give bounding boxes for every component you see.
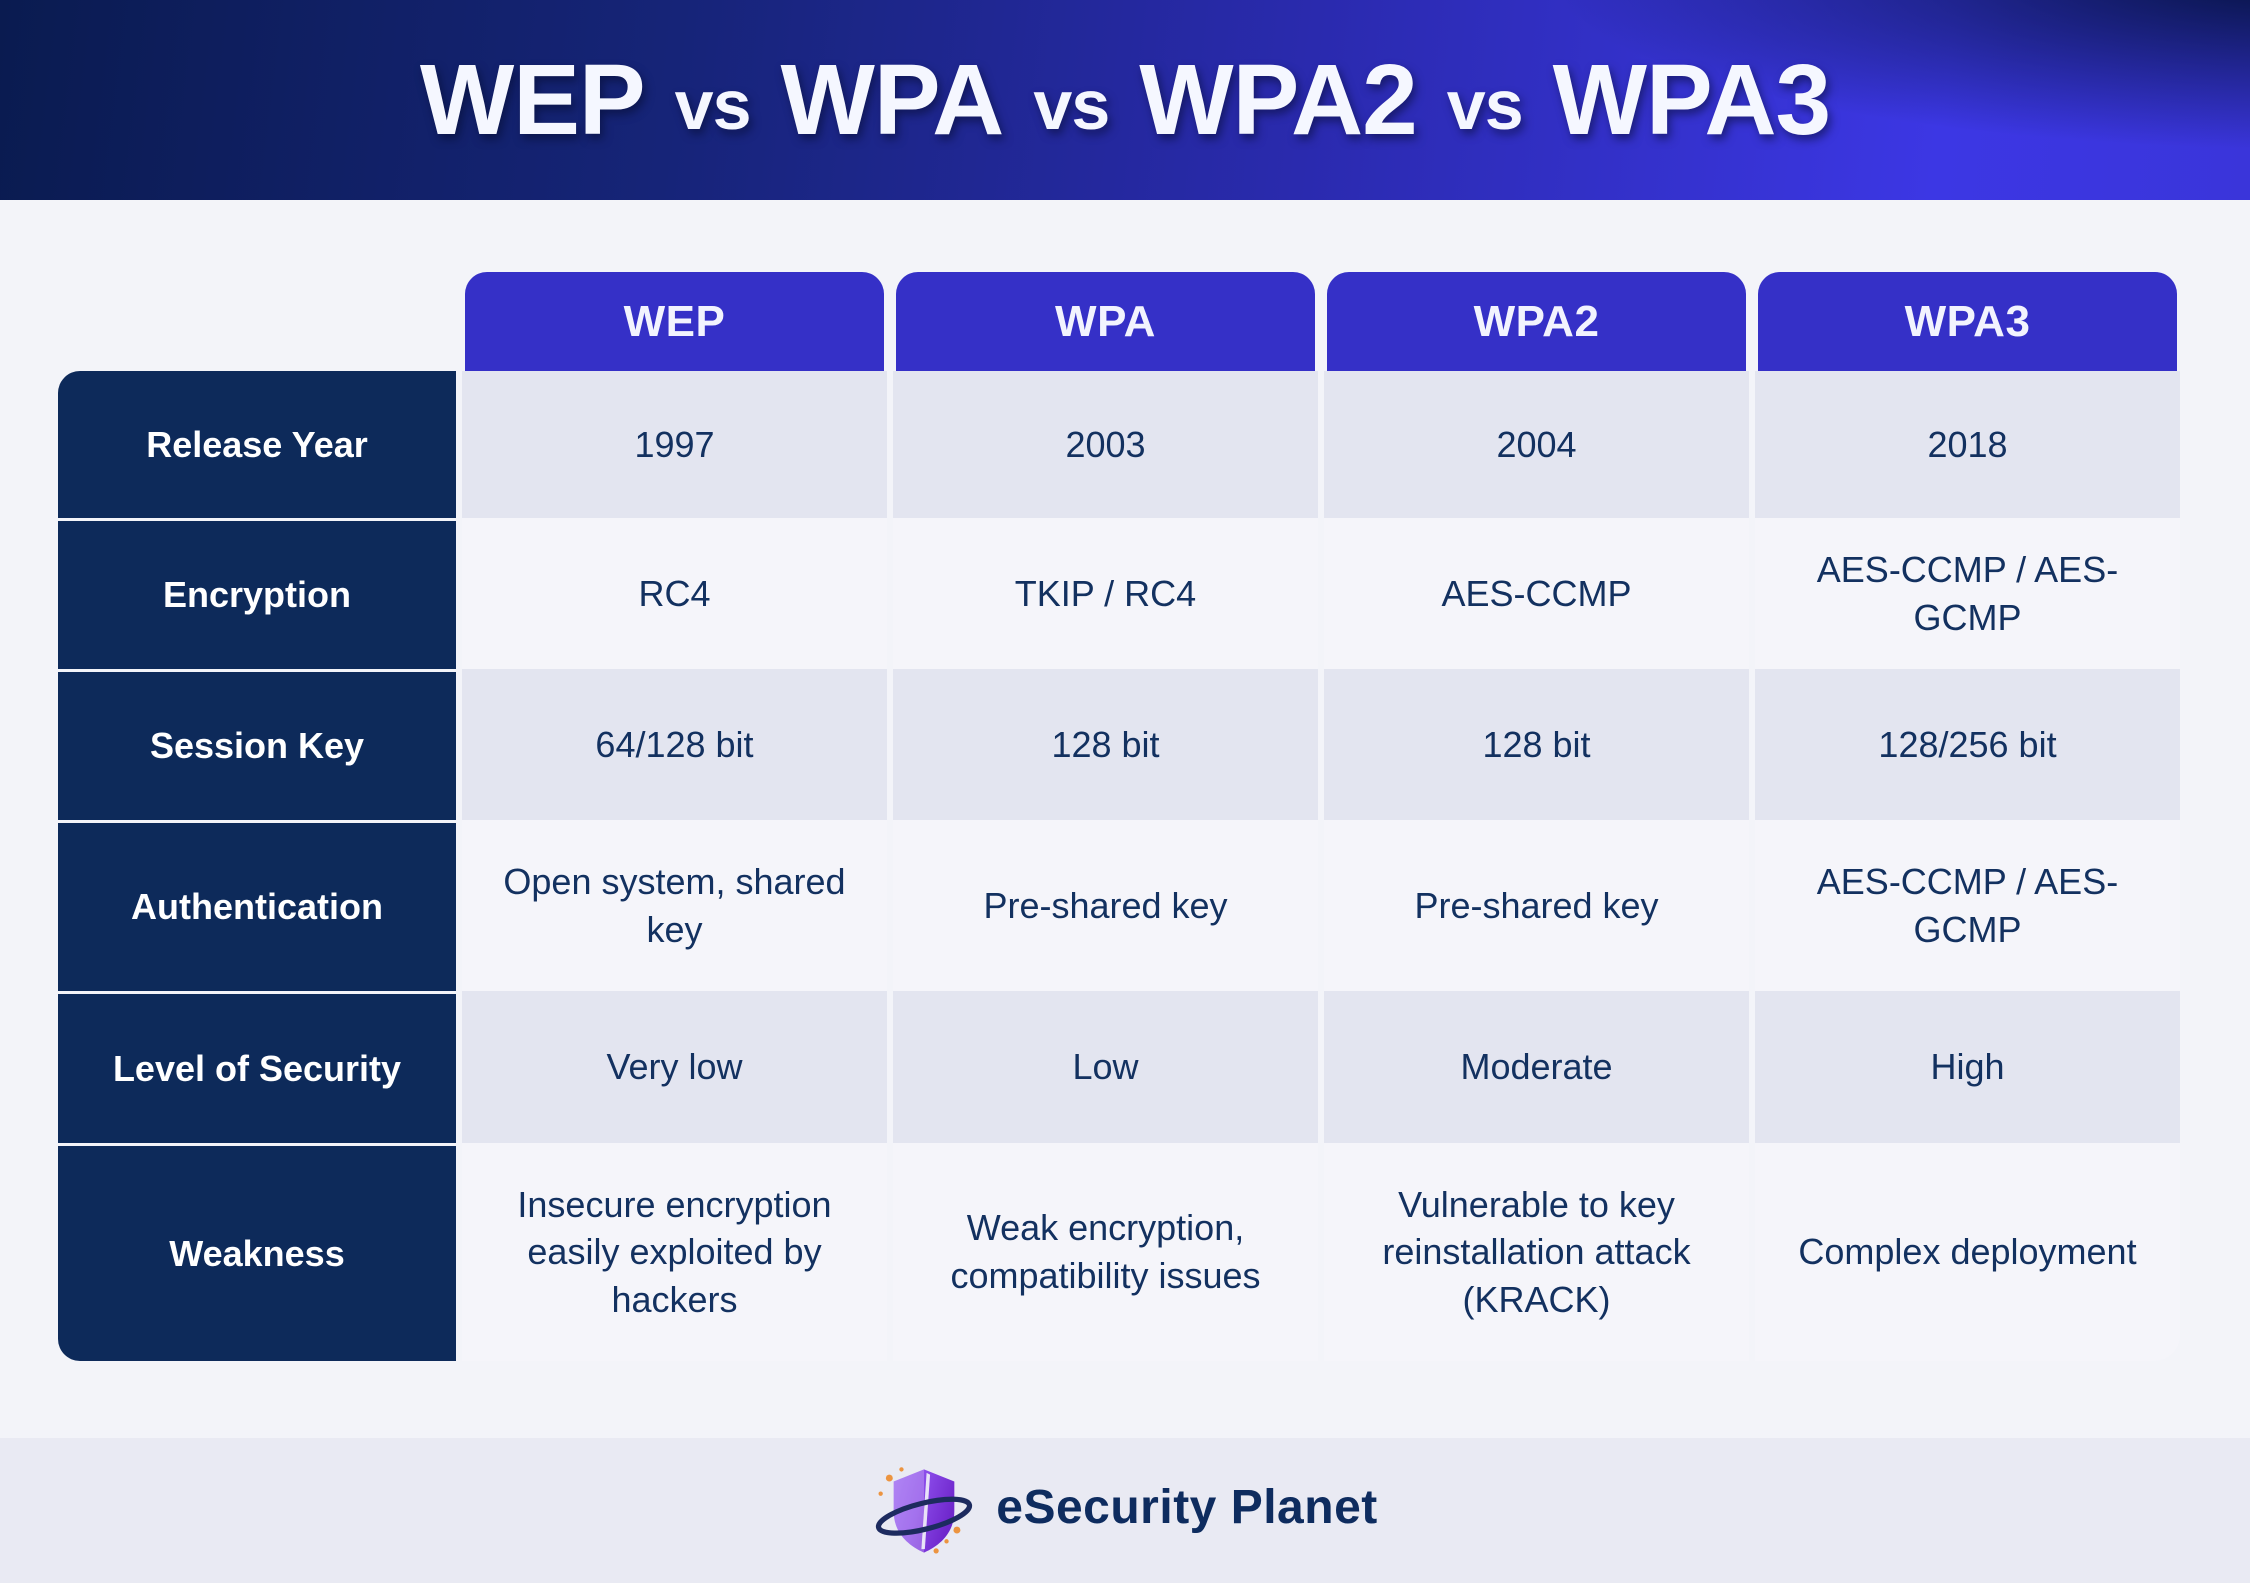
table-cell: Moderate — [1324, 991, 1749, 1143]
sparkle-dot — [886, 1474, 894, 1482]
table-area: WEP WPA WPA2 WPA3 Release Year 1997 2003 2004 20… — [58, 272, 2180, 1361]
table-cell: AES-CCMP / AES-GCMP — [1755, 820, 2180, 991]
table-cell: 1997 — [462, 371, 887, 518]
table-cell: Complex deployment — [1755, 1143, 2180, 1361]
table-cell: TKIP / RC4 — [893, 518, 1318, 669]
table-cell: AES-CCMP / AES-GCMP — [1755, 518, 2180, 669]
table-cell: Open system, shared key — [462, 820, 887, 991]
table-cell: 128 bit — [893, 669, 1318, 820]
sparkle-dot — [953, 1526, 961, 1534]
table-cell: Weak encryption, compatibility issues — [893, 1143, 1318, 1361]
brand-name: eSecurity Planet — [996, 1481, 1378, 1534]
row-label: Level of Security — [58, 991, 456, 1143]
title-segment: WEP — [419, 44, 646, 156]
page-title: WEP vs WPA vs WPA2 vs WPA3 — [419, 44, 1831, 156]
column-header-wpa: WPA — [896, 272, 1315, 371]
title-segment: vs — [1446, 66, 1524, 144]
title-segment: vs — [674, 66, 752, 144]
row-label: Release Year — [58, 371, 456, 518]
table-cell: AES-CCMP — [1324, 518, 1749, 669]
table-cell: 2018 — [1755, 371, 2180, 518]
column-header-wpa2: WPA2 — [1327, 272, 1746, 371]
sparkle-dot — [933, 1547, 939, 1553]
table-cell: Very low — [462, 991, 887, 1143]
title-segment: WPA2 — [1139, 44, 1417, 156]
table-cell: High — [1755, 991, 2180, 1143]
table-cell: Insecure encryption easily exploited by … — [462, 1143, 887, 1361]
table-cell: 2004 — [1324, 371, 1749, 518]
comparison-table: WEP WPA WPA2 WPA3 Release Year 1997 2003 2004 20… — [58, 272, 2180, 1361]
table-cell: Pre-shared key — [893, 820, 1318, 991]
column-header-wpa3: WPA3 — [1758, 272, 2177, 371]
sparkle-dot — [944, 1538, 949, 1543]
table-cell: 2003 — [893, 371, 1318, 518]
orbit-ring — [876, 1496, 973, 1536]
shield-orbit-logo-icon — [876, 1466, 973, 1553]
table-cell: 128/256 bit — [1755, 669, 2180, 820]
table-cell: Low — [893, 991, 1318, 1143]
row-label: Authentication — [58, 820, 456, 991]
row-label: Session Key — [58, 669, 456, 820]
title-segment: WPA3 — [1552, 44, 1831, 156]
sparkle-dot — [878, 1491, 884, 1496]
row-label: Weakness — [58, 1143, 456, 1361]
table-cell: 128 bit — [1324, 669, 1749, 820]
table-cell: 64/128 bit — [462, 669, 887, 820]
table-cell: RC4 — [462, 518, 887, 669]
column-header-wep: WEP — [465, 272, 884, 371]
table-cell: Vulnerable to key reinstallation attack … — [1324, 1143, 1749, 1361]
title-segment: WPA — [780, 44, 1005, 156]
row-label: Encryption — [58, 518, 456, 669]
brand-footer: eSecurity Planet — [0, 1438, 2250, 1583]
table-cell: Pre-shared key — [1324, 820, 1749, 991]
sparkle-dot — [899, 1466, 904, 1472]
title-banner: WEP vs WPA vs WPA2 vs WPA3 — [0, 0, 2250, 200]
title-segment: vs — [1033, 66, 1110, 144]
